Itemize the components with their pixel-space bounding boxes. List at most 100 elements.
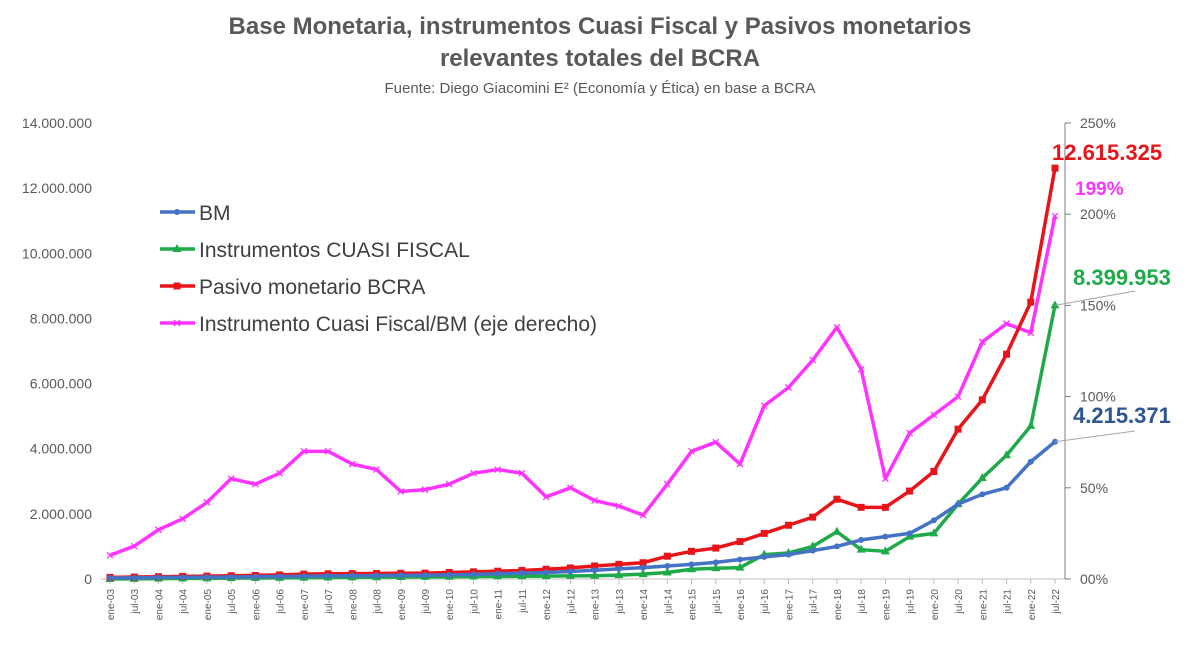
data-point-2 xyxy=(809,513,817,521)
annotation-pasivo: 12.615.325 xyxy=(1052,140,1162,165)
data-point-3 xyxy=(542,493,550,501)
data-point-0 xyxy=(494,570,501,577)
x-axis-tick-label: ene-07 xyxy=(300,589,311,621)
data-point-3 xyxy=(227,475,235,483)
series-line-3 xyxy=(109,215,1057,557)
x-axis-tick-label: jul-22 xyxy=(1051,589,1062,615)
data-point-0 xyxy=(979,491,986,498)
x-axis-tick-label: jul-03 xyxy=(130,589,141,615)
data-point-0 xyxy=(785,551,792,558)
x-axis-tick-label: jul-20 xyxy=(954,589,965,615)
data-point-3 xyxy=(906,429,914,437)
data-point-0 xyxy=(179,574,186,581)
data-point-2 xyxy=(736,538,744,546)
data-point-3 xyxy=(518,469,526,477)
x-axis-tick-label: jul-21 xyxy=(1003,589,1014,615)
x-axis-tick-label: jul-14 xyxy=(663,589,674,615)
data-point-2 xyxy=(760,529,768,537)
x-axis-tick-label: ene-09 xyxy=(397,589,408,621)
data-point-2 xyxy=(1051,164,1059,172)
x-axis-tick-label: ene-12 xyxy=(542,589,553,621)
data-point-2 xyxy=(688,547,696,555)
data-point-2 xyxy=(663,552,671,560)
data-point-3 xyxy=(639,511,647,519)
data-point-3 xyxy=(179,515,187,523)
x-axis-tick-label: jul-05 xyxy=(227,589,238,615)
data-point-0 xyxy=(252,573,259,580)
data-point-3 xyxy=(203,498,211,506)
data-point-1 xyxy=(662,567,672,576)
data-point-0 xyxy=(809,547,816,554)
x-axis-tick-label: ene-11 xyxy=(494,589,505,620)
data-point-1 xyxy=(1050,300,1060,309)
data-point-1 xyxy=(929,528,939,537)
x-axis-tick-label: ene-04 xyxy=(154,589,165,621)
x-axis-tick-label: jul-09 xyxy=(421,589,432,615)
data-point-3 xyxy=(106,551,114,559)
data-point-3 xyxy=(615,502,623,510)
x-axis-tick-label: ene-21 xyxy=(978,589,989,621)
data-point-0 xyxy=(955,501,962,508)
left-axis-tick-label: 10.000.000 xyxy=(22,245,92,261)
right-axis-tick-label: 00% xyxy=(1080,571,1108,587)
x-axis-tick-label: ene-20 xyxy=(930,589,941,621)
x-axis-tick-label: ene-18 xyxy=(833,589,844,621)
data-point-0 xyxy=(397,572,404,579)
right-axis-tick-label: 200% xyxy=(1080,206,1116,222)
data-point-1 xyxy=(638,569,648,578)
x-axis-tick-label: jul-17 xyxy=(809,589,820,615)
data-point-3 xyxy=(445,480,453,488)
data-point-2 xyxy=(881,503,889,511)
chart-subtitle: Fuente: Diego Giacomini E² (Economía y É… xyxy=(384,80,816,97)
annotation-leader-cuasi xyxy=(1054,290,1136,306)
x-axis-tick-label: jul-07 xyxy=(324,589,335,615)
data-point-2 xyxy=(857,503,865,511)
data-point-0 xyxy=(664,562,671,569)
data-point-3 xyxy=(470,469,477,477)
x-axis-tick-label: ene-06 xyxy=(251,589,262,621)
data-point-3 xyxy=(276,469,284,477)
data-point-3 xyxy=(736,460,744,468)
data-point-0 xyxy=(228,574,235,581)
chart-title-line1: Base Monetaria, instrumentos Cuasi Fisca… xyxy=(228,13,972,40)
legend-label: Instrumento Cuasi Fiscal/BM (eje derecho… xyxy=(199,313,597,336)
annotation-bm: 4.215.371 xyxy=(1073,403,1171,428)
data-point-1 xyxy=(856,544,866,553)
data-point-3 xyxy=(930,411,938,419)
data-point-0 xyxy=(446,571,453,578)
right-axis-tick-label: 150% xyxy=(1080,297,1116,313)
data-point-1 xyxy=(1026,420,1036,429)
x-axis-tick-label: jul-18 xyxy=(857,589,868,615)
data-point-3 xyxy=(566,484,574,492)
data-point-2 xyxy=(784,521,792,529)
data-point-3 xyxy=(300,447,308,455)
data-point-0 xyxy=(567,568,574,575)
data-point-0 xyxy=(276,573,283,580)
data-point-0 xyxy=(155,574,162,581)
right-axis-tick-label: 100% xyxy=(1080,389,1116,405)
x-axis-tick-label: jul-08 xyxy=(373,589,384,615)
data-point-1 xyxy=(880,546,890,555)
data-point-2 xyxy=(954,425,962,433)
left-axis-tick-label: 12.000.000 xyxy=(22,180,92,196)
data-point-0 xyxy=(906,530,913,537)
data-point-3 xyxy=(494,466,502,474)
data-point-0 xyxy=(712,559,719,566)
data-point-0 xyxy=(470,571,477,578)
data-point-3 xyxy=(251,480,259,488)
annotation-cuasi: 8.399.953 xyxy=(1073,265,1171,290)
data-point-2 xyxy=(978,396,986,404)
right-axis-tick-label: 250% xyxy=(1080,115,1116,131)
data-point-0 xyxy=(1027,458,1034,465)
chart-title-line2: relevantes totales del BCRA xyxy=(439,45,761,72)
data-point-0 xyxy=(615,565,622,572)
data-point-1 xyxy=(711,563,721,572)
series-line-0 xyxy=(109,440,1057,580)
data-point-0 xyxy=(833,543,840,550)
data-point-0 xyxy=(1003,484,1010,491)
annotation-leader-bm xyxy=(1054,430,1136,443)
data-point-2 xyxy=(566,564,574,572)
data-point-3 xyxy=(688,447,695,455)
data-point-3 xyxy=(809,356,817,364)
